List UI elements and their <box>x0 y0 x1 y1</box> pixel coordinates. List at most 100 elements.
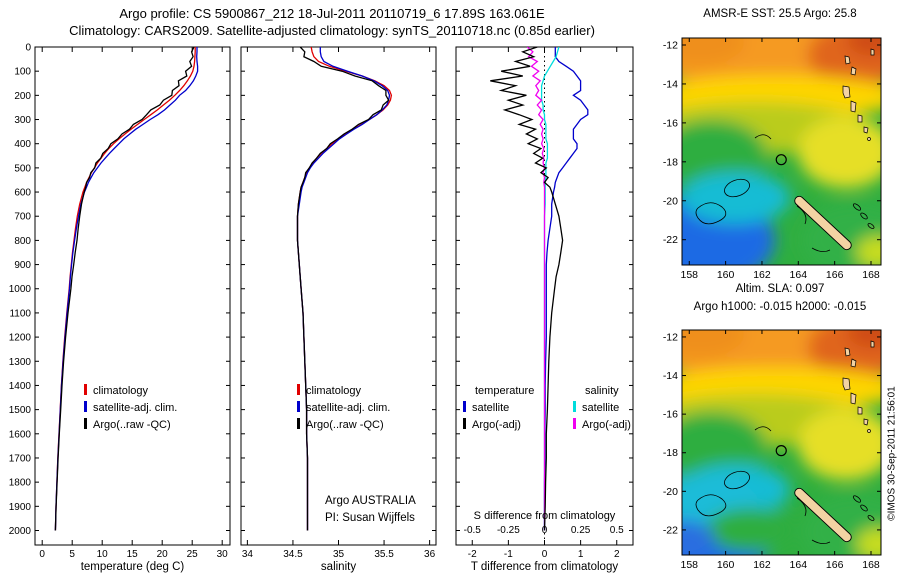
satellite-clim-swatch <box>297 401 300 412</box>
svg-text:600: 600 <box>14 188 31 199</box>
svg-text:166: 166 <box>826 269 844 281</box>
svg-text:10: 10 <box>97 549 109 560</box>
climatology-swatch <box>297 384 300 395</box>
climatology-swatch <box>84 384 87 395</box>
svg-text:300: 300 <box>14 115 31 126</box>
svg-text:35.5: 35.5 <box>374 549 394 560</box>
legend-row: satellite-adj. clim. <box>84 400 177 417</box>
svg-text:-2: -2 <box>468 549 477 560</box>
svg-text:-16: -16 <box>663 409 678 421</box>
svg-text:400: 400 <box>14 139 31 150</box>
legend-row: satellite-adj. clim. <box>297 400 390 417</box>
svg-text:160: 160 <box>717 269 735 281</box>
legend-row: satellite <box>573 400 631 417</box>
svg-text:34.5: 34.5 <box>283 549 303 560</box>
legend-row: climatology <box>84 383 177 400</box>
svg-text:-20: -20 <box>663 486 678 498</box>
svg-text:-0.25: -0.25 <box>497 525 520 536</box>
svg-text:168: 168 <box>862 269 880 281</box>
svg-text:164: 164 <box>790 559 808 571</box>
legend-label: Argo(-adj) <box>582 419 631 431</box>
svg-text:25: 25 <box>187 549 199 560</box>
svg-text:-14: -14 <box>663 78 678 90</box>
figure-subtitle: Climatology: CARS2009. Satellite-adjuste… <box>69 23 595 38</box>
sst-map-top <box>682 38 881 265</box>
svg-text:-22: -22 <box>663 524 678 536</box>
svg-text:800: 800 <box>14 236 31 247</box>
program-note: Argo AUSTRALIA PI: Susan Wijffels <box>325 493 416 527</box>
satellite-clim-swatch <box>84 401 87 412</box>
legend-header: salinity <box>585 385 619 397</box>
svg-text:1200: 1200 <box>9 333 32 344</box>
satellite-swatch <box>463 401 466 412</box>
svg-text:0.25: 0.25 <box>571 525 591 536</box>
svg-text:900: 900 <box>14 260 31 271</box>
legend-label: Argo(-adj) <box>472 419 521 431</box>
legend-row: satellite <box>463 400 534 417</box>
svg-text:-16: -16 <box>663 117 678 129</box>
temperature-xlabel: temperature (deg C) <box>80 561 185 573</box>
svg-text:162: 162 <box>753 269 771 281</box>
svg-text:1300: 1300 <box>9 357 32 368</box>
svg-text:1600: 1600 <box>9 429 32 440</box>
svg-text:S difference from climatology: S difference from climatology <box>474 510 616 522</box>
svg-text:162: 162 <box>753 559 771 571</box>
legend-row: Argo(-adj) <box>463 417 534 434</box>
figure-title: Argo profile: CS 5900867_212 18-Jul-2011… <box>119 6 545 21</box>
legend-row: Argo(..raw -QC) <box>297 417 390 434</box>
altimetry-sla: Altim. SLA: 0.097 <box>735 283 825 295</box>
salinity-legend: climatology satellite-adj. clim. Argo(..… <box>297 383 390 434</box>
legend-label: climatology <box>306 385 362 397</box>
svg-text:-22: -22 <box>663 234 678 246</box>
program-name: Argo AUSTRALIA <box>325 495 416 507</box>
difference-salinity-legend: salinity satellite Argo(-adj) <box>573 383 631 434</box>
svg-text:30: 30 <box>217 549 229 560</box>
svg-text:35: 35 <box>333 549 345 560</box>
argo-adj-swatch <box>463 418 466 429</box>
svg-text:-12: -12 <box>663 40 678 52</box>
pi-name: PI: Susan Wijffels <box>325 512 415 524</box>
legend-label: Argo(..raw -QC) <box>93 419 171 431</box>
svg-text:158: 158 <box>681 269 699 281</box>
legend-label: satellite <box>472 402 510 414</box>
argo-swatch <box>297 418 300 429</box>
sst-map-bottom <box>682 330 881 555</box>
svg-text:2: 2 <box>614 549 620 560</box>
svg-text:-12: -12 <box>663 331 678 343</box>
satellite-swatch <box>573 401 576 412</box>
svg-text:700: 700 <box>14 212 31 223</box>
difference-xlabel: T difference from climatology <box>470 561 619 573</box>
svg-text:200: 200 <box>14 91 31 102</box>
svg-text:-18: -18 <box>663 447 678 459</box>
svg-text:5: 5 <box>69 549 75 560</box>
svg-text:1000: 1000 <box>9 284 32 295</box>
svg-text:-14: -14 <box>663 370 678 382</box>
svg-text:1900: 1900 <box>9 502 32 513</box>
svg-text:0.5: 0.5 <box>610 525 624 536</box>
legend-row: climatology <box>297 383 390 400</box>
title-block: Argo profile: CS 5900867_212 18-Jul-2011… <box>0 5 664 39</box>
svg-text:2000: 2000 <box>9 526 32 537</box>
difference-temperature-legend: temperature satellite Argo(-adj) <box>463 383 534 434</box>
argo-adj-swatch <box>573 418 576 429</box>
legend-label: climatology <box>93 385 149 397</box>
svg-text:0: 0 <box>39 549 45 560</box>
svg-text:34: 34 <box>242 549 254 560</box>
svg-text:1: 1 <box>578 549 584 560</box>
svg-text:-18: -18 <box>663 156 678 168</box>
svg-text:100: 100 <box>14 67 31 78</box>
svg-text:1500: 1500 <box>9 405 32 416</box>
argo-heights: Argo h1000: -0.015 h2000: -0.015 <box>693 301 867 313</box>
svg-text:1400: 1400 <box>9 381 32 392</box>
argo-swatch <box>84 418 87 429</box>
svg-text:0: 0 <box>542 549 548 560</box>
svg-text:166: 166 <box>826 559 844 571</box>
sst-map-title: AMSR-E SST: 25.5 Argo: 25.8 <box>703 8 857 20</box>
svg-text:0: 0 <box>542 525 548 536</box>
legend-label: satellite <box>582 402 620 414</box>
legend-label: Argo(..raw -QC) <box>306 419 384 431</box>
svg-text:-0.5: -0.5 <box>464 525 482 536</box>
svg-text:160: 160 <box>717 559 735 571</box>
